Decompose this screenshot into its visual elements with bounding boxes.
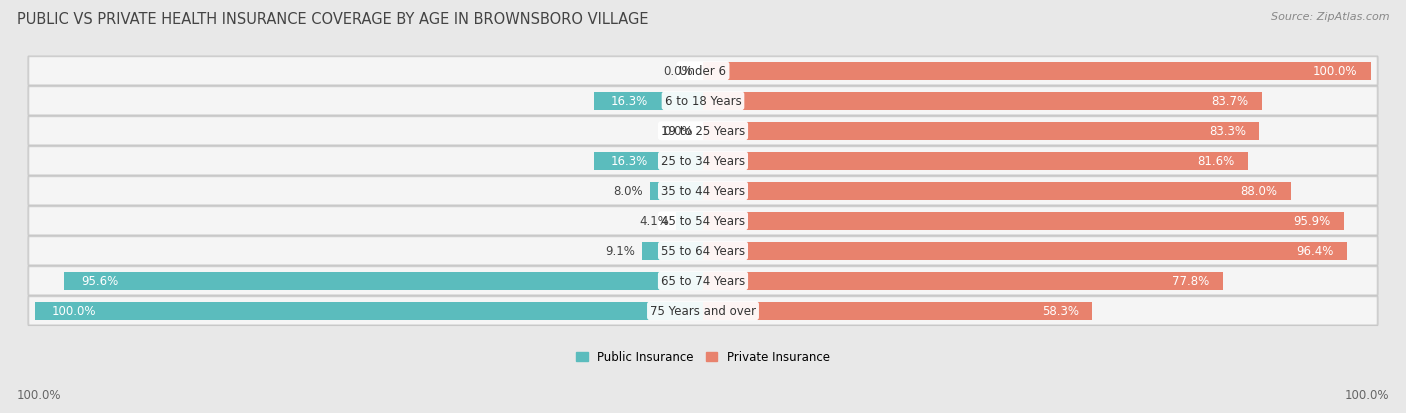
Text: 100.0%: 100.0% [17, 388, 62, 401]
Bar [595, 93, 703, 111]
FancyBboxPatch shape [30, 118, 1376, 145]
Bar [703, 212, 1344, 230]
Bar [703, 302, 1092, 320]
Text: Source: ZipAtlas.com: Source: ZipAtlas.com [1271, 12, 1389, 22]
Bar [676, 212, 703, 230]
Text: 96.4%: 96.4% [1296, 244, 1333, 258]
Bar [703, 182, 1291, 200]
Bar [703, 152, 1249, 170]
FancyBboxPatch shape [28, 87, 1378, 116]
FancyBboxPatch shape [28, 206, 1378, 236]
Text: 16.3%: 16.3% [610, 155, 648, 168]
Text: 100.0%: 100.0% [1313, 65, 1358, 78]
Text: 0.0%: 0.0% [664, 65, 693, 78]
FancyBboxPatch shape [30, 298, 1376, 325]
Text: Under 6: Under 6 [679, 65, 727, 78]
Text: PUBLIC VS PRIVATE HEALTH INSURANCE COVERAGE BY AGE IN BROWNSBORO VILLAGE: PUBLIC VS PRIVATE HEALTH INSURANCE COVER… [17, 12, 648, 27]
Text: 9.1%: 9.1% [606, 244, 636, 258]
Text: 16.3%: 16.3% [610, 95, 648, 108]
Text: 100.0%: 100.0% [1344, 388, 1389, 401]
Text: 25 to 34 Years: 25 to 34 Years [661, 155, 745, 168]
FancyBboxPatch shape [28, 237, 1378, 266]
FancyBboxPatch shape [30, 148, 1376, 175]
Bar [703, 63, 1371, 81]
Text: 83.7%: 83.7% [1212, 95, 1249, 108]
Text: 95.9%: 95.9% [1294, 215, 1330, 228]
Text: 35 to 44 Years: 35 to 44 Years [661, 185, 745, 198]
FancyBboxPatch shape [28, 266, 1378, 296]
FancyBboxPatch shape [28, 177, 1378, 206]
FancyBboxPatch shape [30, 178, 1376, 205]
Bar [595, 152, 703, 170]
FancyBboxPatch shape [30, 268, 1376, 294]
Bar [703, 93, 1263, 111]
Text: 77.8%: 77.8% [1173, 275, 1209, 287]
Text: 6 to 18 Years: 6 to 18 Years [665, 95, 741, 108]
Text: 100.0%: 100.0% [52, 304, 96, 318]
Text: 88.0%: 88.0% [1240, 185, 1278, 198]
FancyBboxPatch shape [30, 58, 1376, 85]
Text: 75 Years and over: 75 Years and over [650, 304, 756, 318]
FancyBboxPatch shape [28, 147, 1378, 176]
Legend: Public Insurance, Private Insurance: Public Insurance, Private Insurance [576, 351, 830, 363]
Text: 8.0%: 8.0% [613, 185, 643, 198]
Bar [703, 272, 1223, 290]
Bar [65, 272, 703, 290]
Bar [643, 242, 703, 260]
Text: 0.0%: 0.0% [664, 125, 693, 138]
Text: 95.6%: 95.6% [82, 275, 118, 287]
FancyBboxPatch shape [30, 208, 1376, 235]
FancyBboxPatch shape [28, 297, 1378, 326]
Text: 4.1%: 4.1% [640, 215, 669, 228]
Text: 19 to 25 Years: 19 to 25 Years [661, 125, 745, 138]
FancyBboxPatch shape [30, 238, 1376, 265]
Text: 55 to 64 Years: 55 to 64 Years [661, 244, 745, 258]
FancyBboxPatch shape [30, 88, 1376, 115]
Text: 45 to 54 Years: 45 to 54 Years [661, 215, 745, 228]
Bar [703, 242, 1347, 260]
Bar [703, 123, 1260, 140]
Text: 65 to 74 Years: 65 to 74 Years [661, 275, 745, 287]
Text: 58.3%: 58.3% [1042, 304, 1078, 318]
Bar [35, 302, 703, 320]
Text: 81.6%: 81.6% [1198, 155, 1234, 168]
Bar [650, 182, 703, 200]
FancyBboxPatch shape [28, 57, 1378, 86]
Text: 83.3%: 83.3% [1209, 125, 1246, 138]
FancyBboxPatch shape [28, 117, 1378, 146]
